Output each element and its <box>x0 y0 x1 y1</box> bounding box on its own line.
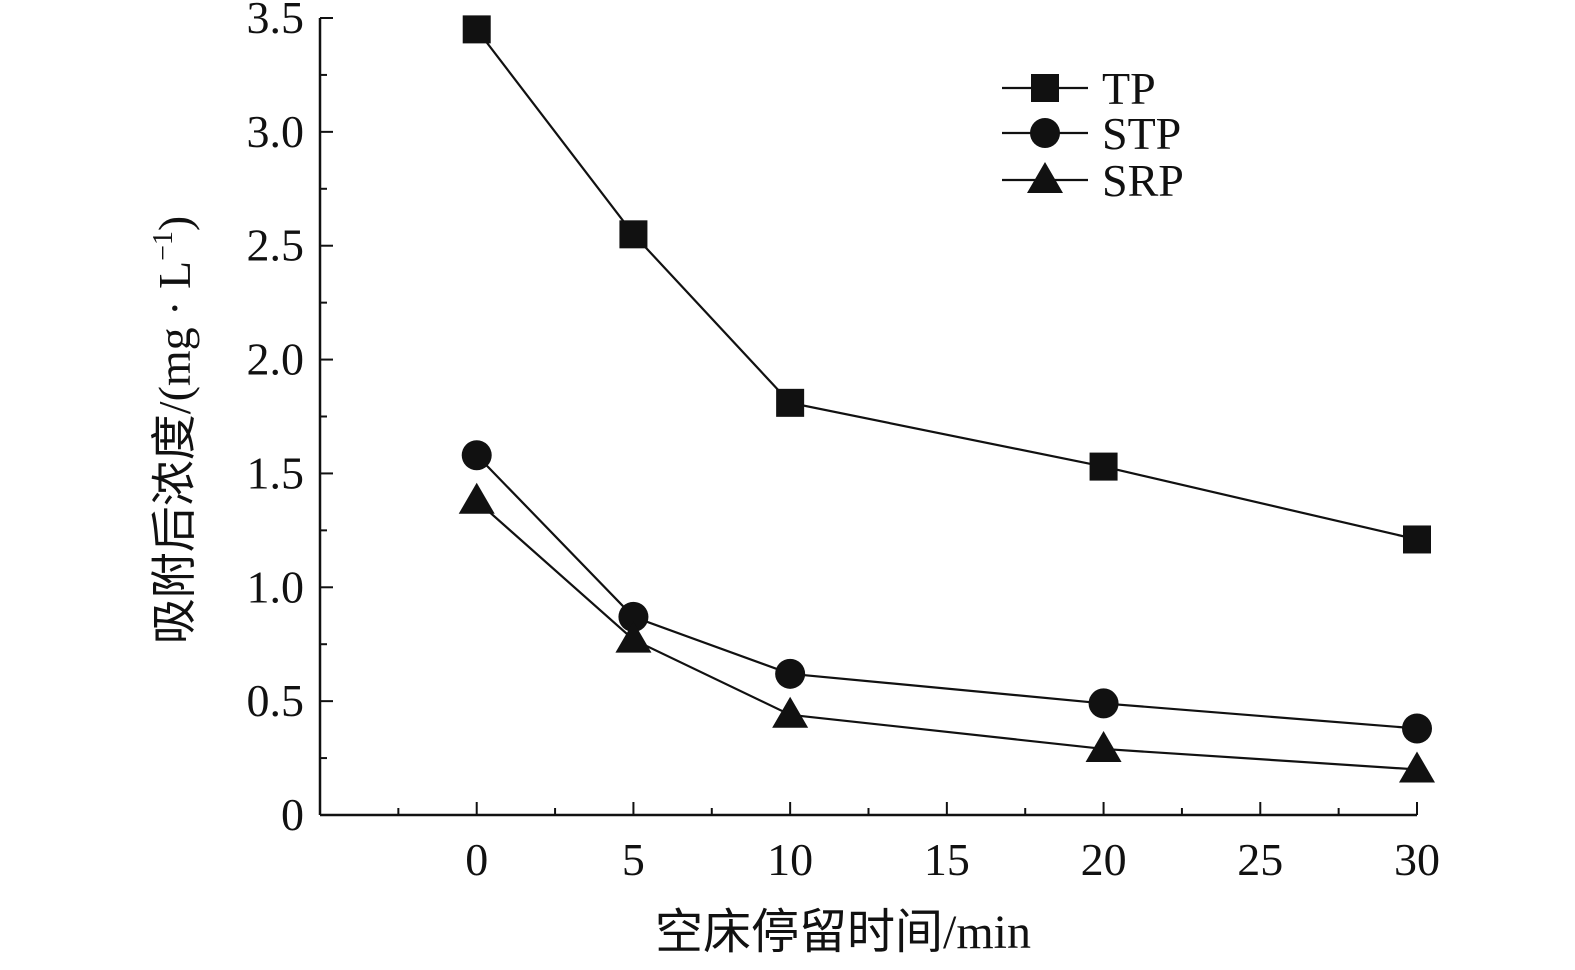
y-axis-title: 吸附后浓度/(mg · L−1) <box>148 216 200 644</box>
data-point-srp <box>1399 751 1435 783</box>
x-tick-label: 25 <box>1237 834 1283 885</box>
y-tick-label: 0 <box>281 789 304 840</box>
y-tick-label: 3.0 <box>247 106 305 157</box>
series-line-srp <box>475 499 1418 771</box>
x-tick-label: 5 <box>622 834 645 885</box>
axes: 0 0.5 1.0 1.5 2.0 2.5 3.0 3.5 0 5 10 15 20 25 30 <box>247 0 1441 885</box>
data-point-srp <box>1085 730 1122 762</box>
data-point-stp <box>1088 688 1119 719</box>
legend-marker-srp <box>1027 162 1063 193</box>
legend-marker-stp <box>1030 118 1060 148</box>
y-axis-title-main: 吸附后浓度/(mg · L <box>149 261 200 644</box>
series-tp <box>462 15 1431 554</box>
y-axis-title-close: ) <box>149 216 200 231</box>
data-point-tp <box>462 15 491 44</box>
x-tick-label: 30 <box>1394 834 1440 885</box>
legend-label-stp: STP <box>1102 108 1181 159</box>
data-point-tp <box>619 220 648 249</box>
legend-label-srp: SRP <box>1102 155 1184 206</box>
y-axis-title-superscript: −1 <box>148 231 179 261</box>
data-point-stp <box>775 658 806 689</box>
series-srp <box>458 482 1435 783</box>
y-tick-label: 1.5 <box>247 447 305 498</box>
y-tick-label: 3.5 <box>247 0 305 43</box>
x-axis-title: 空床停留时间/min <box>655 906 1031 959</box>
y-tick-label: 2.5 <box>247 220 305 271</box>
data-point-srp <box>615 621 652 653</box>
legend-label-tp: TP <box>1102 63 1156 114</box>
data-point-tp <box>1403 525 1431 554</box>
series-line-tp <box>475 28 1418 541</box>
legend-item-stp: STP <box>1002 108 1181 159</box>
x-tick-label: 0 <box>465 834 488 885</box>
data-point-tp <box>1089 452 1118 481</box>
data-point-stp <box>618 601 649 632</box>
legend-item-tp: TP <box>1002 63 1156 114</box>
y-tick-label: 0.5 <box>247 675 305 726</box>
y-tick-label: 1.0 <box>247 561 305 612</box>
x-tick-label: 15 <box>924 834 970 885</box>
series-line-stp <box>475 454 1418 730</box>
data-point-tp <box>776 388 805 417</box>
legend-marker-tp <box>1031 74 1059 102</box>
series-group <box>458 15 1435 783</box>
legend-item-srp: SRP <box>1002 155 1184 206</box>
x-tick-label: 20 <box>1081 834 1127 885</box>
x-tick-label: 10 <box>767 834 813 885</box>
data-point-srp <box>772 696 809 728</box>
data-point-stp <box>461 440 492 471</box>
data-point-srp <box>458 482 495 514</box>
y-tick-label: 2.0 <box>247 334 305 385</box>
data-point-stp <box>1402 713 1432 744</box>
series-stp <box>461 440 1432 744</box>
